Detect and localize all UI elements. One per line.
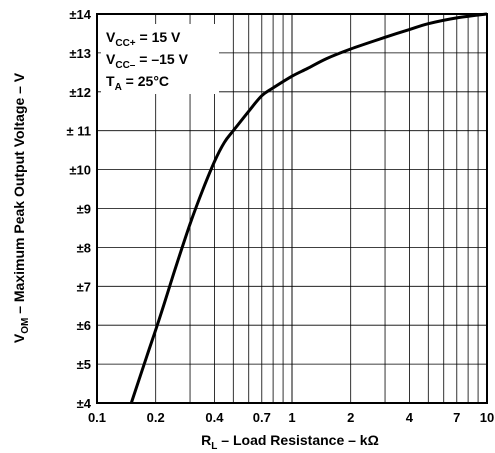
annotation-vcc-minus: VCC– = –15 V [106,51,189,71]
plot-frame [96,13,488,404]
annotation-vcc-plus: VCC+ = 15 V [106,29,181,49]
x-tick-label: 0.7 [253,410,271,425]
y-tick-label: ±12 [69,85,91,100]
y-tick-label: ±14 [69,7,91,22]
x-tick-label: 0.4 [205,410,224,425]
y-tick-label: ± 11 [67,124,92,139]
y-tick-label: ±8 [77,240,91,255]
grid-lines [96,13,488,404]
y-tick-label: ±5 [77,357,91,372]
y-tick-label: ±6 [77,318,91,333]
y-tick-label: ±13 [69,46,91,61]
annotation-box [101,24,219,94]
annotation-ta: TA = 25°C [106,73,169,93]
x-tick-label: 10 [480,410,494,425]
y-tick-label: ±9 [77,202,91,217]
y-axis-label: VOM – Maximum Peak Output Voltage – V [11,72,31,343]
x-tick-label: 1 [288,410,295,425]
y-tick-label: ±7 [77,279,91,294]
x-tick-label: 7 [453,410,460,425]
x-axis-label: RL – Load Resistance – kΩ [201,432,379,452]
x-tick-label: 0.2 [147,410,165,425]
x-tick-label: 4 [406,410,414,425]
y-tick-labels: ±4 ±5 ±6 ±7 ±8 ±9 ±10 ± 11 ±12 ±13 ±14 [67,7,92,411]
x-tick-label: 2 [347,410,354,425]
x-tick-labels: 0.1 0.2 0.4 0.7 1 2 4 7 10 [88,410,494,425]
y-tick-label: ±4 [77,396,92,411]
y-tick-label: ±10 [69,163,91,178]
series-line [129,12,488,404]
x-tick-label: 0.1 [88,410,106,425]
